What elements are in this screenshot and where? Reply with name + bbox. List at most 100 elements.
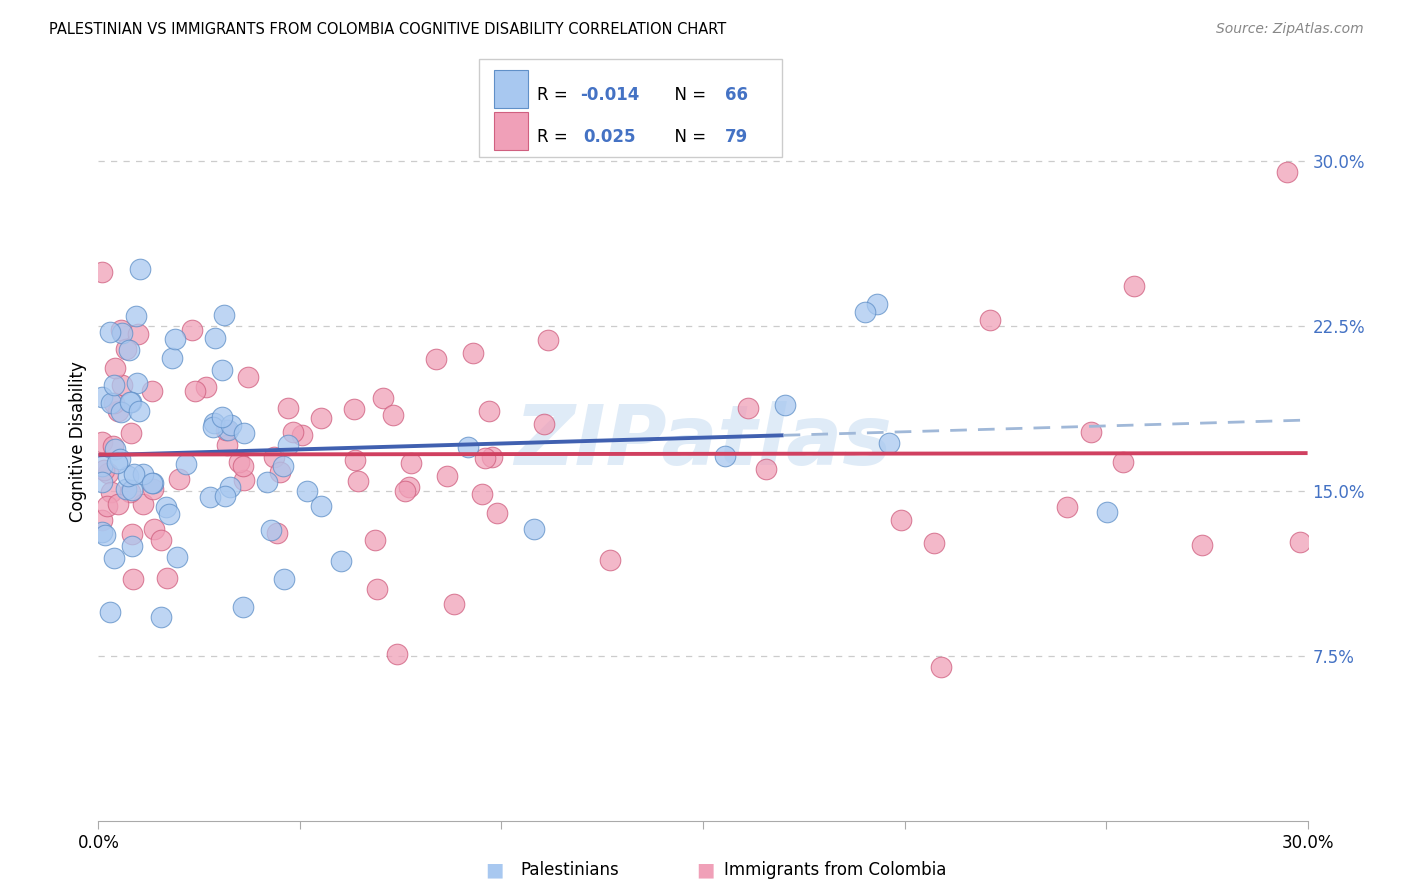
Point xyxy=(100,396,122,410)
Point xyxy=(270,465,292,479)
Point xyxy=(366,582,388,597)
Point xyxy=(219,480,242,494)
Point xyxy=(1288,534,1310,549)
Point xyxy=(120,425,142,440)
Point xyxy=(773,398,796,412)
Point xyxy=(120,484,142,499)
Point xyxy=(103,550,125,565)
Point xyxy=(165,332,187,346)
Point xyxy=(91,435,114,450)
Point xyxy=(537,333,560,347)
Point xyxy=(273,572,295,586)
Point xyxy=(91,513,114,527)
Text: Palestinians: Palestinians xyxy=(520,861,619,879)
Point xyxy=(877,435,900,450)
Point xyxy=(266,525,288,540)
Point xyxy=(1277,165,1299,179)
Text: ■: ■ xyxy=(485,860,503,880)
Point xyxy=(110,323,132,337)
Point xyxy=(385,647,408,661)
Point xyxy=(104,442,127,456)
Point xyxy=(91,525,114,540)
Point xyxy=(110,326,132,340)
Point xyxy=(176,458,198,472)
Point xyxy=(166,549,188,564)
Point xyxy=(181,323,204,337)
Point xyxy=(104,361,127,376)
Point xyxy=(233,473,256,487)
Point xyxy=(98,605,121,619)
Point xyxy=(217,423,239,437)
Text: N =: N = xyxy=(664,86,711,104)
Point xyxy=(91,458,114,473)
Point xyxy=(96,499,118,513)
Point xyxy=(533,417,555,431)
Point xyxy=(924,536,946,550)
Point xyxy=(233,425,256,440)
Point xyxy=(184,384,207,398)
Point xyxy=(277,438,299,452)
Text: Source: ZipAtlas.com: Source: ZipAtlas.com xyxy=(1216,22,1364,37)
Point xyxy=(194,380,217,394)
Point xyxy=(260,523,283,537)
Point xyxy=(256,475,278,489)
Point xyxy=(214,489,236,503)
Point xyxy=(115,482,138,496)
Point xyxy=(149,610,172,624)
Point xyxy=(211,363,233,377)
Point xyxy=(98,326,121,340)
Point xyxy=(91,475,114,489)
Text: 66: 66 xyxy=(724,86,748,104)
Point xyxy=(232,458,254,473)
Point xyxy=(330,554,353,568)
Point xyxy=(436,469,458,483)
Point xyxy=(1112,455,1135,469)
Point xyxy=(122,467,145,482)
Point xyxy=(474,450,496,465)
Point xyxy=(219,418,242,433)
Point xyxy=(125,376,148,391)
Point xyxy=(890,513,912,527)
Point xyxy=(232,599,254,614)
Point xyxy=(277,401,299,416)
Point xyxy=(281,425,304,439)
Point xyxy=(142,476,165,491)
Point xyxy=(443,597,465,611)
Point xyxy=(398,480,420,494)
Point xyxy=(478,404,501,418)
Point xyxy=(121,483,143,497)
Point xyxy=(486,506,509,520)
Point xyxy=(110,452,132,467)
Text: 79: 79 xyxy=(724,128,748,145)
Point xyxy=(105,456,128,470)
Point xyxy=(215,423,238,437)
Point xyxy=(118,394,141,409)
Point xyxy=(91,264,114,278)
Point xyxy=(155,500,177,515)
Point xyxy=(343,453,366,467)
Point xyxy=(120,395,142,409)
Text: PALESTINIAN VS IMMIGRANTS FROM COLOMBIA COGNITIVE DISABILITY CORRELATION CHART: PALESTINIAN VS IMMIGRANTS FROM COLOMBIA … xyxy=(49,22,727,37)
Point xyxy=(94,528,117,542)
Point xyxy=(101,439,124,453)
Y-axis label: Cognitive Disability: Cognitive Disability xyxy=(69,361,87,522)
Point xyxy=(463,346,485,360)
Point xyxy=(132,467,155,482)
Point xyxy=(141,476,163,491)
Point xyxy=(128,262,150,277)
Point xyxy=(125,309,148,323)
Point xyxy=(127,326,149,341)
Point xyxy=(93,463,115,477)
Point xyxy=(141,384,163,398)
Point xyxy=(471,487,494,501)
Point xyxy=(111,378,134,392)
Point xyxy=(853,305,876,319)
Text: N =: N = xyxy=(664,128,711,145)
Point xyxy=(291,428,314,442)
Text: ZIPatlas: ZIPatlas xyxy=(515,401,891,482)
Point xyxy=(204,417,226,431)
Point xyxy=(1095,505,1118,519)
Point xyxy=(160,351,183,366)
Point xyxy=(236,370,259,384)
Point xyxy=(143,522,166,536)
